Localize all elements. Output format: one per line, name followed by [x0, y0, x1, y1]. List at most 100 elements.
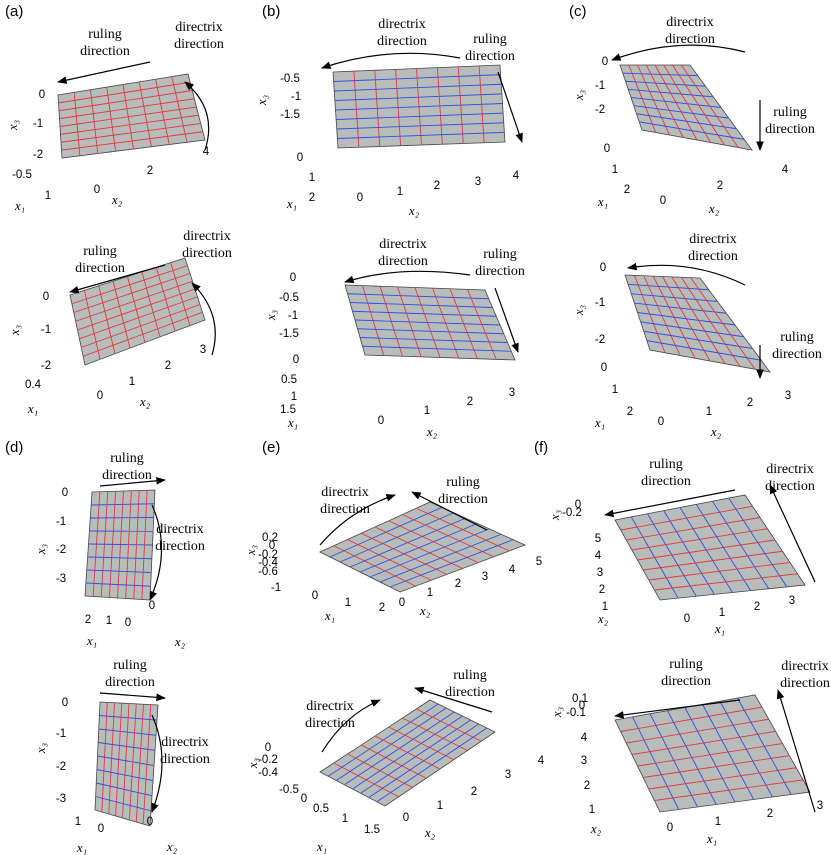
- grid-line: [96, 769, 154, 782]
- x3-tick-label: -3: [56, 793, 66, 805]
- grid-line: [712, 501, 770, 589]
- x3-tick-label: -2: [595, 104, 605, 116]
- x2-tick-label: 2: [717, 180, 723, 192]
- x3-tick-label: -2: [41, 360, 51, 372]
- grid-line: [135, 704, 144, 823]
- grid-line: [335, 103, 503, 111]
- direction-arrow: [776, 689, 816, 813]
- grid-line: [133, 490, 140, 600]
- x2-tick-label: 3: [785, 390, 791, 402]
- grid-line: [648, 767, 797, 790]
- grid-line: [432, 287, 460, 359]
- grid-line: [728, 497, 788, 588]
- direction-arrow: [99, 476, 166, 487]
- x3-tick-label: -0.2: [258, 754, 278, 766]
- x2-tick-label: 3: [200, 344, 206, 356]
- x1-axis-label: x₁: [324, 608, 335, 623]
- grid-line: [88, 543, 153, 546]
- direction-arrow: [411, 491, 488, 531]
- surface-plot: rulingdirectiondirectrixdirection00.511.…: [263, 237, 525, 439]
- x1-axis-label: x₁: [76, 840, 87, 855]
- surface-plot: rulingdirectiondirectrixdirection-0.500.…: [245, 668, 545, 854]
- grid-line: [79, 296, 198, 340]
- directrix-annotation: directrix: [161, 735, 208, 750]
- x1-tick-label: 2: [627, 406, 633, 418]
- x1-tick-label: 0: [667, 822, 673, 834]
- x2-tick-label: 3: [597, 567, 603, 579]
- x2-tick-label: 0: [357, 192, 363, 204]
- directrix-annotation: direction: [765, 479, 815, 494]
- grid-line: [171, 76, 188, 143]
- x3-tick-label: -0.4: [258, 767, 278, 779]
- x1-tick-label: 1: [345, 597, 351, 609]
- x3-tick-label: 0: [43, 291, 49, 303]
- grid-line: [336, 112, 504, 120]
- grid-line: [138, 81, 152, 147]
- directrix-annotation: direction: [182, 246, 232, 261]
- x2-axis-label: x₂: [408, 203, 420, 218]
- panel-label: (c): [569, 3, 587, 20]
- x1-tick-label: 1: [612, 384, 618, 396]
- direction-arrow: [414, 686, 493, 713]
- grid-line: [86, 569, 152, 573]
- x2-tick-label: 2: [747, 397, 753, 409]
- surface-plot: rulingdirectiondirectrixdirection0120240…: [571, 15, 815, 216]
- grid-line: [60, 123, 201, 143]
- x1-tick-label: 2: [767, 808, 773, 820]
- x2-tick-label: 0: [658, 416, 664, 428]
- x2-tick-label: 2: [584, 780, 590, 792]
- grid-line: [646, 340, 762, 361]
- x3-tick-label: 0.2: [262, 532, 278, 544]
- grid-line: [362, 345, 512, 352]
- grid-line: [416, 708, 482, 742]
- directrix-annotation: directrix: [666, 15, 713, 30]
- directrix-annotation: directrix: [321, 485, 368, 500]
- x2-tick-label: 1: [589, 804, 595, 816]
- panel-label: (a): [5, 3, 23, 20]
- panel-label: (d): [5, 439, 23, 456]
- x1-tick-label: 1: [45, 190, 51, 202]
- x2-tick-label: 0: [97, 390, 103, 402]
- ruling-annotation: direction: [475, 264, 525, 279]
- x2-tick-label: 1: [129, 376, 135, 388]
- x3-tick-label: 0: [62, 697, 68, 709]
- direction-arrow: [344, 270, 471, 284]
- directrix-annotation: directrix: [156, 522, 203, 537]
- surface-plot: ruling direction directrix direction -1 0 1 2 0 1…: [243, 475, 542, 623]
- x1-axis-label: x₁: [597, 194, 608, 209]
- grid-line: [643, 550, 783, 571]
- x3-tick-label: -2: [56, 544, 66, 556]
- grid-line: [690, 277, 756, 370]
- x3-tick-label: -1: [291, 91, 301, 103]
- direction-arrow: [321, 52, 461, 69]
- x3-tick-label: -0.5: [279, 292, 299, 304]
- x2-tick-label: 2: [471, 786, 477, 798]
- grid-line: [142, 704, 152, 825]
- x3-axis-label: x₃: [547, 510, 562, 521]
- ruling-annotation: direction: [102, 468, 152, 483]
- direction-arrow: [149, 504, 163, 601]
- grid-line: [128, 703, 137, 821]
- x1-tick-label: 1.5: [280, 404, 296, 416]
- grid-line: [389, 539, 514, 588]
- x3-axis-label: x₃: [33, 544, 48, 555]
- x2-tick-label: 1: [397, 186, 403, 198]
- x1-axis-label: x₁: [714, 621, 725, 636]
- grid-line: [170, 262, 191, 326]
- grid-line: [337, 131, 505, 139]
- panel-label: (e): [262, 439, 280, 456]
- ruling-annotation: ruling: [780, 330, 813, 345]
- surface: [624, 274, 771, 373]
- directrix-annotation: directrix: [689, 232, 736, 247]
- x2-tick-label: 0: [399, 597, 405, 609]
- surface: [619, 64, 753, 151]
- x2-tick-label: 4: [581, 732, 588, 744]
- ruling-annotation: direction: [80, 44, 130, 59]
- directrix-annotation: direction: [665, 32, 715, 47]
- x1-tick-label: 0: [604, 143, 610, 155]
- directrix-annotation: directrix: [379, 237, 426, 252]
- x1-tick-label: 0: [312, 590, 318, 602]
- direction-arrow: [321, 699, 381, 753]
- grid-line: [141, 490, 148, 600]
